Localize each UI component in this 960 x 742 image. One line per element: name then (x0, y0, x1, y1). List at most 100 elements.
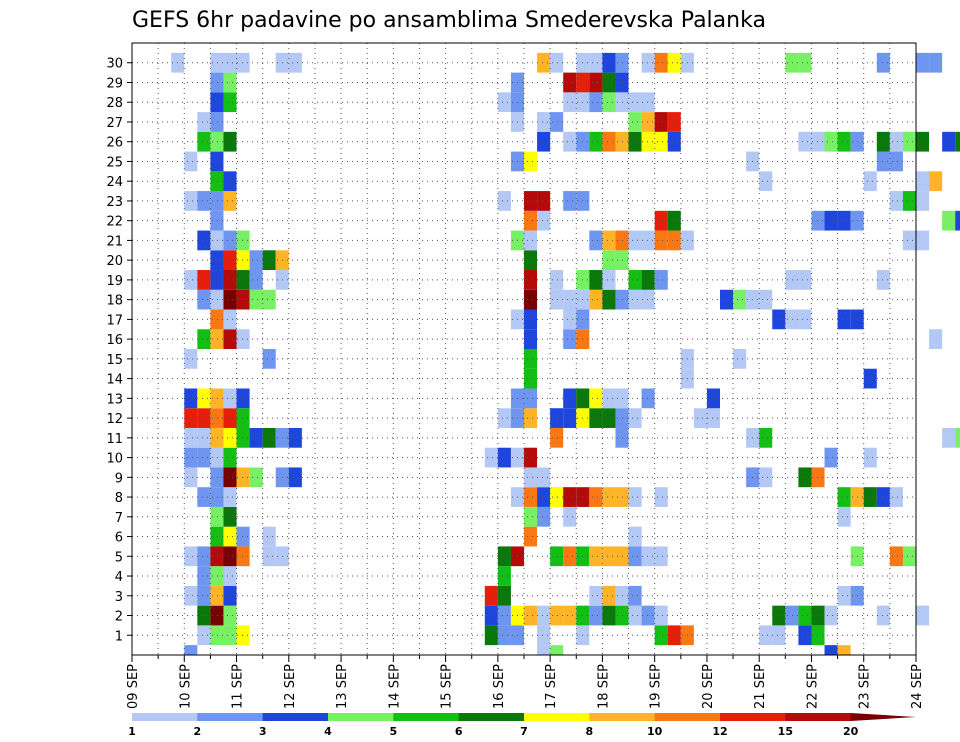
y-tick-label: 13 (106, 392, 123, 407)
heatmap-cell (210, 309, 224, 330)
heatmap-cell (236, 270, 250, 290)
heatmap-cell (236, 250, 250, 271)
heatmap-cell (916, 605, 930, 626)
heatmap-cell (223, 585, 237, 606)
heatmap-cell (262, 526, 276, 547)
heatmap-cell (654, 625, 668, 646)
heatmap-cell (563, 92, 577, 113)
heatmap-cell (785, 270, 799, 290)
heatmap-cell (706, 388, 720, 409)
colorbar-label: 10 (647, 725, 663, 738)
heatmap-cell (798, 131, 812, 152)
y-tick-label: 25 (106, 155, 123, 170)
heatmap-cell (236, 408, 250, 428)
heatmap-cell (537, 625, 551, 646)
heatmap-cell (602, 605, 616, 626)
heatmap-cell (236, 329, 250, 349)
heatmap-cell (197, 566, 211, 586)
y-tick-label: 6 (115, 531, 123, 546)
heatmap-cell (602, 72, 616, 93)
heatmap-cell (197, 329, 211, 349)
heatmap-cell (641, 112, 655, 132)
colorbar-label: 2 (194, 725, 202, 738)
heatmap-cell (184, 645, 198, 655)
heatmap-cell (759, 625, 773, 646)
heatmap-cell (641, 546, 655, 567)
heatmap-cell (236, 388, 250, 409)
heatmap-cell (811, 467, 825, 488)
heatmap-cell (889, 546, 903, 567)
heatmap-cell (223, 566, 237, 586)
heatmap-cell (223, 72, 237, 93)
y-tick-label: 4 (115, 570, 123, 585)
heatmap-cell (589, 605, 603, 626)
heatmap-cell (197, 427, 211, 448)
heatmap-cell (550, 52, 564, 73)
x-tick-label: 13 SEP (335, 664, 350, 709)
y-tick-label: 14 (106, 373, 123, 388)
heatmap-cell (667, 131, 681, 152)
heatmap-cell (811, 605, 825, 626)
heatmap-cell (223, 270, 237, 290)
y-tick-label: 20 (106, 254, 123, 269)
heatmap-cell (772, 625, 786, 646)
heatmap-cell (772, 309, 786, 330)
heatmap-cell (837, 309, 851, 330)
colorbar-segment (197, 713, 264, 721)
x-tick-label: 23 SEP (858, 664, 873, 709)
heatmap-cell (641, 230, 655, 251)
heatmap-cell (184, 408, 198, 428)
heatmap-cell (628, 230, 642, 251)
heatmap-cell (824, 210, 838, 231)
heatmap-cell (223, 250, 237, 271)
heatmap-cells (171, 52, 960, 655)
colorbar-segment (393, 713, 460, 721)
heatmap-cell (236, 289, 250, 310)
colorbar-segment (785, 713, 852, 721)
heatmap-cell (223, 605, 237, 626)
heatmap-cell (563, 408, 577, 428)
heatmap-cell (628, 270, 642, 290)
heatmap-cell (223, 487, 237, 507)
colorbar-segment (589, 713, 656, 721)
heatmap-cell (210, 605, 224, 626)
heatmap-cell (942, 210, 956, 231)
heatmap-cell (262, 289, 276, 310)
heatmap-cell (602, 546, 616, 567)
heatmap-cell (497, 546, 511, 567)
heatmap-cell (210, 447, 224, 468)
heatmap-cell (497, 447, 511, 468)
y-tick-label: 7 (115, 511, 123, 526)
heatmap-cell (654, 112, 668, 132)
heatmap-cell (837, 506, 851, 527)
heatmap-cell (223, 427, 237, 448)
x-axis: 09 SEP 10 SEP 11 SEP 12 SEP 13 SEP 14 SEP 15 S… (126, 655, 925, 709)
heatmap-cell (524, 506, 538, 527)
heatmap-cell (524, 210, 538, 231)
heatmap-cell (602, 408, 616, 428)
heatmap-cell (484, 605, 498, 626)
x-tick-label: 15 SEP (440, 664, 455, 709)
heatmap-cell (929, 171, 943, 192)
heatmap-cell (772, 605, 786, 626)
heatmap-cell (210, 171, 224, 192)
heatmap-cell (759, 171, 773, 192)
heatmap-cell (236, 52, 250, 73)
colorbar-segment (654, 713, 721, 721)
y-tick-label: 12 (106, 412, 123, 427)
heatmap-cell (602, 289, 616, 310)
heatmap-cell (184, 388, 198, 409)
x-tick-label: 18 SEP (596, 664, 611, 709)
heatmap-cell (524, 487, 538, 507)
heatmap-cell (223, 546, 237, 567)
heatmap-cell (889, 487, 903, 507)
heatmap-cell (628, 112, 642, 132)
heatmap-cell (706, 408, 720, 428)
x-tick-label: 12 SEP (283, 664, 298, 709)
colorbar-label: 5 (390, 725, 398, 738)
heatmap-cell (759, 289, 773, 310)
heatmap-cell (733, 349, 747, 369)
y-tick-label: 19 (106, 274, 123, 289)
heatmap-cell (733, 289, 747, 310)
y-tick-label: 11 (106, 432, 123, 447)
